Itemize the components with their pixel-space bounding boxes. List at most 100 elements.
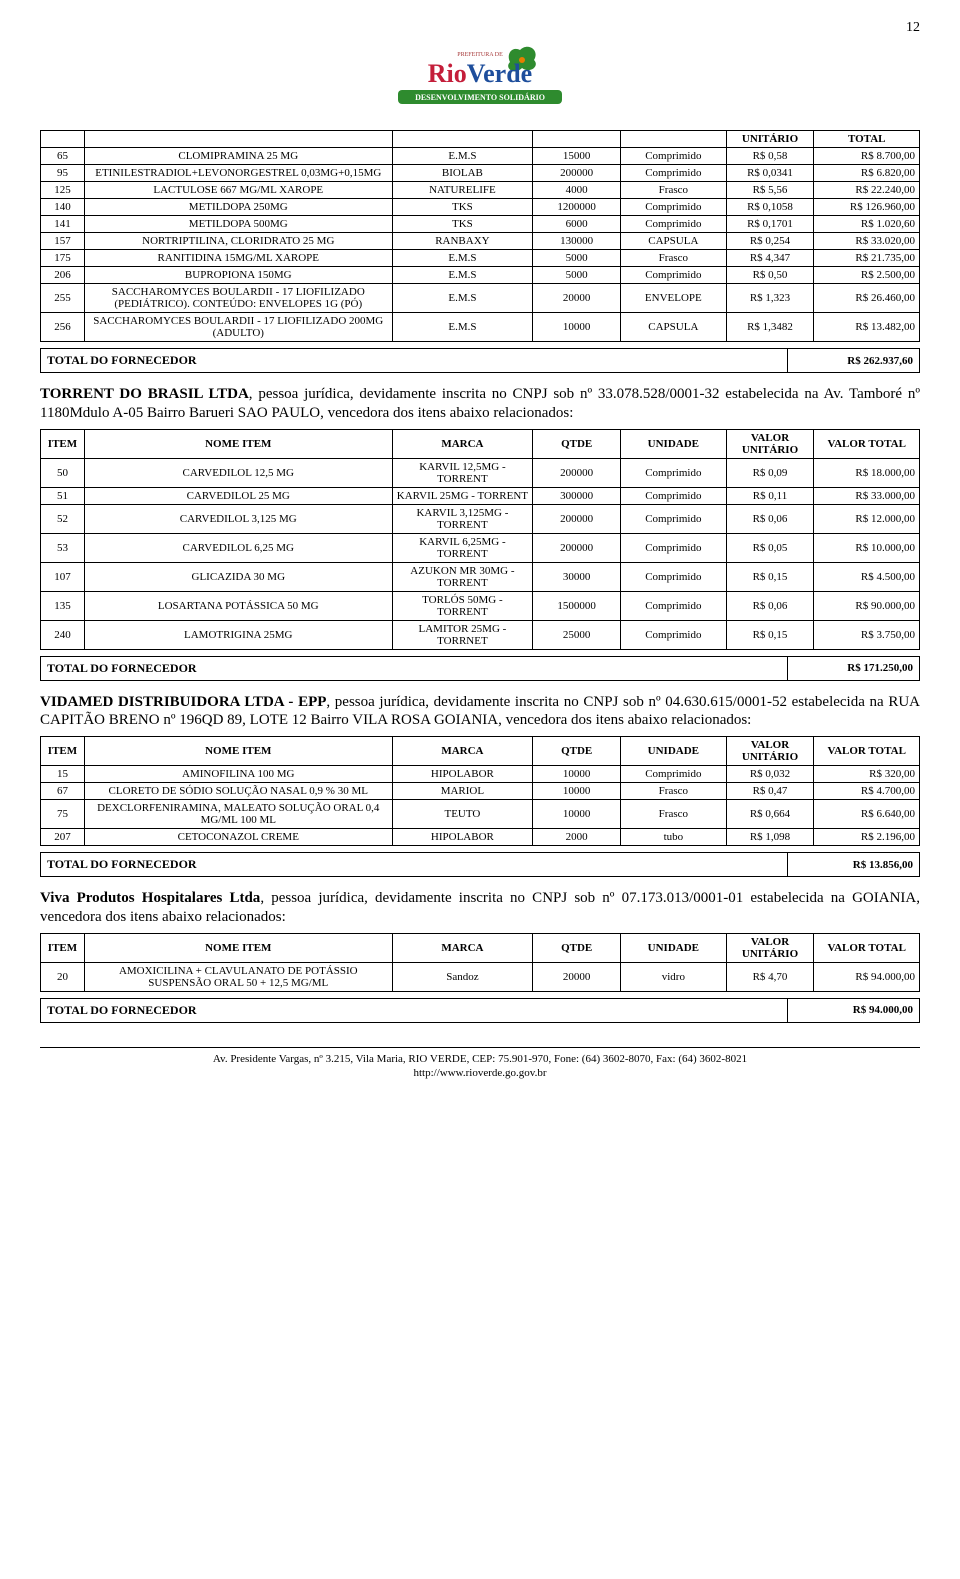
cell-valor-total: R$ 6.640,00 — [814, 800, 920, 829]
cell-qtde: 20000 — [533, 962, 621, 991]
cell-valor-unitario: R$ 5,56 — [726, 182, 814, 199]
cell-marca: NATURELIFE — [392, 182, 533, 199]
total-fornecedor-value: R$ 94.000,00 — [788, 998, 920, 1022]
cell-unidade: Comprimido — [621, 766, 726, 783]
cell-qtde: 5000 — [533, 250, 621, 267]
cell-item: 157 — [41, 233, 85, 250]
table-row: 75DEXCLORFENIRAMINA, MALEATO SOLUÇÃO ORA… — [41, 800, 920, 829]
cell-item: 255 — [41, 284, 85, 313]
cell-valor-total: R$ 2.196,00 — [814, 829, 920, 846]
rioverde-logo-icon: PREFEITURA DE RioVerde DESENVOLVIMENTO S… — [380, 40, 580, 110]
cell-item: 256 — [41, 313, 85, 342]
cell-qtde: 200000 — [533, 165, 621, 182]
cell-valor-total: R$ 1.020,60 — [814, 216, 920, 233]
cell-marca: LAMITOR 25MG - TORRNET — [392, 620, 533, 649]
cell-valor-unitario: R$ 1,098 — [726, 829, 814, 846]
cell-unidade: tubo — [621, 829, 726, 846]
table-row: 65CLOMIPRAMINA 25 MGE.M.S15000Comprimido… — [41, 148, 920, 165]
cell-qtde: 1200000 — [533, 199, 621, 216]
page-footer: Av. Presidente Vargas, nº 3.215, Vila Ma… — [40, 1047, 920, 1081]
cell-valor-total: R$ 94.000,00 — [814, 962, 920, 991]
cell-valor-unitario: R$ 0,47 — [726, 783, 814, 800]
cell-marca: TEUTO — [392, 800, 533, 829]
cell-qtde: 10000 — [533, 783, 621, 800]
table-row: 51CARVEDILOL 25 MGKARVIL 25MG - TORRENT3… — [41, 487, 920, 504]
cell-qtde: 25000 — [533, 620, 621, 649]
cell-item: 53 — [41, 533, 85, 562]
table-row: 157NORTRIPTILINA, CLORIDRATO 25 MGRANBAX… — [41, 233, 920, 250]
cell-qtde: 5000 — [533, 267, 621, 284]
cell-qtde: 200000 — [533, 458, 621, 487]
supplier3-total: TOTAL DO FORNECEDOR R$ 13.856,00 — [40, 852, 920, 877]
svg-text:RioVerde: RioVerde — [428, 59, 532, 88]
cell-qtde: 10000 — [533, 313, 621, 342]
cell-valor-total: R$ 10.000,00 — [814, 533, 920, 562]
cell-qtde: 2000 — [533, 829, 621, 846]
cell-marca: E.M.S — [392, 250, 533, 267]
cell-valor-unitario: R$ 1,3482 — [726, 313, 814, 342]
cell-item: 52 — [41, 504, 85, 533]
cell-qtde: 200000 — [533, 504, 621, 533]
cell-valor-unitario: R$ 0,254 — [726, 233, 814, 250]
cell-nome: CETOCONAZOL CREME — [84, 829, 392, 846]
cell-unidade: Comprimido — [621, 504, 726, 533]
cell-item: 140 — [41, 199, 85, 216]
table-row: 52CARVEDILOL 3,125 MGKARVIL 3,125MG - TO… — [41, 504, 920, 533]
table-row: 141METILDOPA 500MGTKS6000ComprimidoR$ 0,… — [41, 216, 920, 233]
cell-nome: AMOXICILINA + CLAVULANATO DE POTÁSSIO SU… — [84, 962, 392, 991]
cell-item: 175 — [41, 250, 85, 267]
cell-marca: E.M.S — [392, 267, 533, 284]
cell-nome: CLOMIPRAMINA 25 MG — [84, 148, 392, 165]
cell-qtde: 4000 — [533, 182, 621, 199]
cell-nome: NORTRIPTILINA, CLORIDRATO 25 MG — [84, 233, 392, 250]
cell-unidade: Comprimido — [621, 458, 726, 487]
table-row: 207CETOCONAZOL CREMEHIPOLABOR2000tuboR$ … — [41, 829, 920, 846]
cell-item: 20 — [41, 962, 85, 991]
cell-qtde: 130000 — [533, 233, 621, 250]
supplier3-table: ITEM NOME ITEM MARCA QTDE UNIDADE VALOR … — [40, 736, 920, 846]
cell-nome: LACTULOSE 667 MG/ML XAROPE — [84, 182, 392, 199]
supplier2-table: ITEM NOME ITEM MARCA QTDE UNIDADE VALOR … — [40, 429, 920, 650]
cell-item: 107 — [41, 562, 85, 591]
cell-unidade: Comprimido — [621, 165, 726, 182]
cell-valor-unitario: R$ 0,50 — [726, 267, 814, 284]
cell-valor-total: R$ 4.500,00 — [814, 562, 920, 591]
cell-marca: RANBAXY — [392, 233, 533, 250]
section1-table: UNITÁRIO TOTAL 65CLOMIPRAMINA 25 MGE.M.S… — [40, 130, 920, 342]
cell-unidade: vidro — [621, 962, 726, 991]
supplier4-paragraph: Viva Produtos Hospitalares Ltda, pessoa … — [40, 889, 920, 927]
cell-item: 75 — [41, 800, 85, 829]
cell-unidade: Frasco — [621, 182, 726, 199]
cell-marca: MARIOL — [392, 783, 533, 800]
total-fornecedor-value: R$ 171.250,00 — [788, 656, 920, 680]
cell-unidade: Comprimido — [621, 267, 726, 284]
cell-valor-unitario: R$ 0,664 — [726, 800, 814, 829]
footer-line1: Av. Presidente Vargas, nº 3.215, Vila Ma… — [40, 1052, 920, 1066]
cell-qtde: 200000 — [533, 533, 621, 562]
cell-nome: DEXCLORFENIRAMINA, MALEATO SOLUÇÃO ORAL … — [84, 800, 392, 829]
cell-marca: KARVIL 12,5MG - TORRENT — [392, 458, 533, 487]
cell-item: 65 — [41, 148, 85, 165]
supplier3-paragraph: VIDAMED DISTRIBUIDORA LTDA - EPP, pessoa… — [40, 693, 920, 731]
cell-valor-total: R$ 6.820,00 — [814, 165, 920, 182]
supplier2-name: TORRENT DO BRASIL LTDA — [40, 386, 249, 402]
table-row: 256SACCHAROMYCES BOULARDII - 17 LIOFILIZ… — [41, 313, 920, 342]
cell-item: 206 — [41, 267, 85, 284]
cell-nome: METILDOPA 250MG — [84, 199, 392, 216]
cell-unidade: Frasco — [621, 800, 726, 829]
cell-nome: SACCHAROMYCES BOULARDII - 17 LIOFILIZADO… — [84, 284, 392, 313]
cell-valor-total: R$ 21.735,00 — [814, 250, 920, 267]
cell-unidade: Comprimido — [621, 591, 726, 620]
table-row: 107GLICAZIDA 30 MGAZUKON MR 30MG - TORRE… — [41, 562, 920, 591]
table-row: 67CLORETO DE SÓDIO SOLUÇÃO NASAL 0,9 % 3… — [41, 783, 920, 800]
cell-item: 240 — [41, 620, 85, 649]
cell-valor-unitario: R$ 4,347 — [726, 250, 814, 267]
cell-nome: GLICAZIDA 30 MG — [84, 562, 392, 591]
table-row: 95ETINILESTRADIOL+LEVONORGESTREL 0,03MG+… — [41, 165, 920, 182]
cell-valor-unitario: R$ 0,06 — [726, 504, 814, 533]
cell-valor-total: R$ 18.000,00 — [814, 458, 920, 487]
cell-valor-unitario: R$ 0,58 — [726, 148, 814, 165]
cell-marca: E.M.S — [392, 148, 533, 165]
cell-valor-unitario: R$ 0,15 — [726, 620, 814, 649]
page-number: 12 — [40, 20, 920, 36]
